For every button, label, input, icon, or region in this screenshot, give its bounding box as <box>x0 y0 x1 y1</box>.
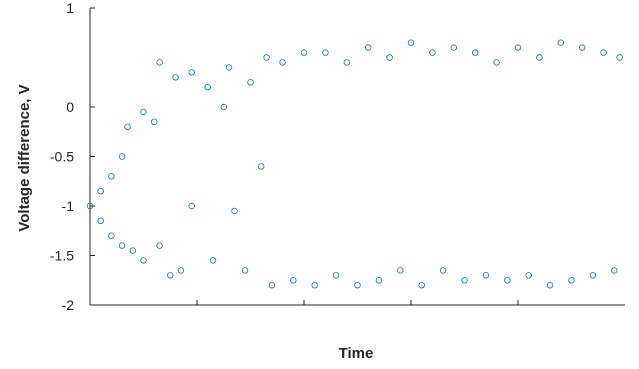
data-point <box>231 207 238 215</box>
data-point <box>167 272 174 279</box>
data-point <box>204 83 211 91</box>
data-point <box>397 267 404 274</box>
tick-labels: 1 0 -0.5 -1 -1.5 -2 <box>50 0 74 313</box>
data-point <box>568 277 575 284</box>
data-point <box>386 54 393 61</box>
axes <box>89 7 625 306</box>
y-tick-label: -1.5 <box>50 248 74 264</box>
x-axis-title: Time <box>339 345 374 362</box>
data-point <box>247 79 254 86</box>
scatter-points <box>86 39 623 289</box>
data-point <box>290 277 297 284</box>
data-point <box>156 59 163 66</box>
data-point <box>354 282 361 289</box>
data-point <box>375 277 383 284</box>
data-point <box>140 108 147 116</box>
data-point <box>118 242 126 249</box>
data-point <box>365 44 372 51</box>
data-point <box>268 282 276 289</box>
data-point <box>546 282 554 289</box>
data-point <box>600 49 607 56</box>
data-point <box>188 202 195 210</box>
data-point <box>300 49 308 56</box>
data-point <box>225 64 233 71</box>
data-point <box>97 217 104 224</box>
data-point <box>209 257 217 264</box>
data-point <box>129 247 136 254</box>
y-tick-label: 0 <box>66 99 74 115</box>
data-point <box>439 267 447 274</box>
data-point <box>241 267 249 274</box>
data-point <box>118 153 126 160</box>
data-point <box>108 173 115 180</box>
data-point <box>450 44 457 51</box>
data-point <box>172 74 179 81</box>
data-point <box>493 59 500 66</box>
y-axis-title: Voltage difference, V <box>16 84 33 231</box>
data-point <box>472 49 479 56</box>
data-point <box>124 123 131 130</box>
data-point <box>322 49 329 56</box>
data-point <box>97 187 104 195</box>
data-point <box>616 54 623 61</box>
data-point <box>418 282 425 289</box>
data-point <box>311 282 318 289</box>
data-point <box>504 277 511 284</box>
data-point <box>429 49 436 56</box>
data-point <box>156 242 163 249</box>
data-point <box>557 39 564 46</box>
data-point <box>589 272 597 279</box>
data-point <box>279 59 286 66</box>
data-point <box>177 267 185 274</box>
data-point <box>263 54 270 61</box>
data-point <box>188 69 195 76</box>
y-tick-label: 1 <box>66 0 74 16</box>
data-point <box>220 103 227 111</box>
y-tick-label: -2 <box>62 297 75 313</box>
data-point <box>579 44 586 51</box>
y-tick-label: -1 <box>62 198 75 214</box>
data-point <box>536 54 543 61</box>
data-point <box>150 118 158 125</box>
data-point <box>407 39 415 46</box>
data-point <box>258 163 265 170</box>
data-point <box>482 272 490 279</box>
data-point <box>461 277 468 284</box>
data-point <box>514 44 522 51</box>
data-point <box>332 272 340 279</box>
data-point <box>108 232 115 239</box>
data-point <box>140 257 147 264</box>
data-point <box>525 272 532 279</box>
data-point <box>343 59 350 66</box>
data-point <box>611 267 618 274</box>
y-tick-label: -0.5 <box>50 149 74 165</box>
